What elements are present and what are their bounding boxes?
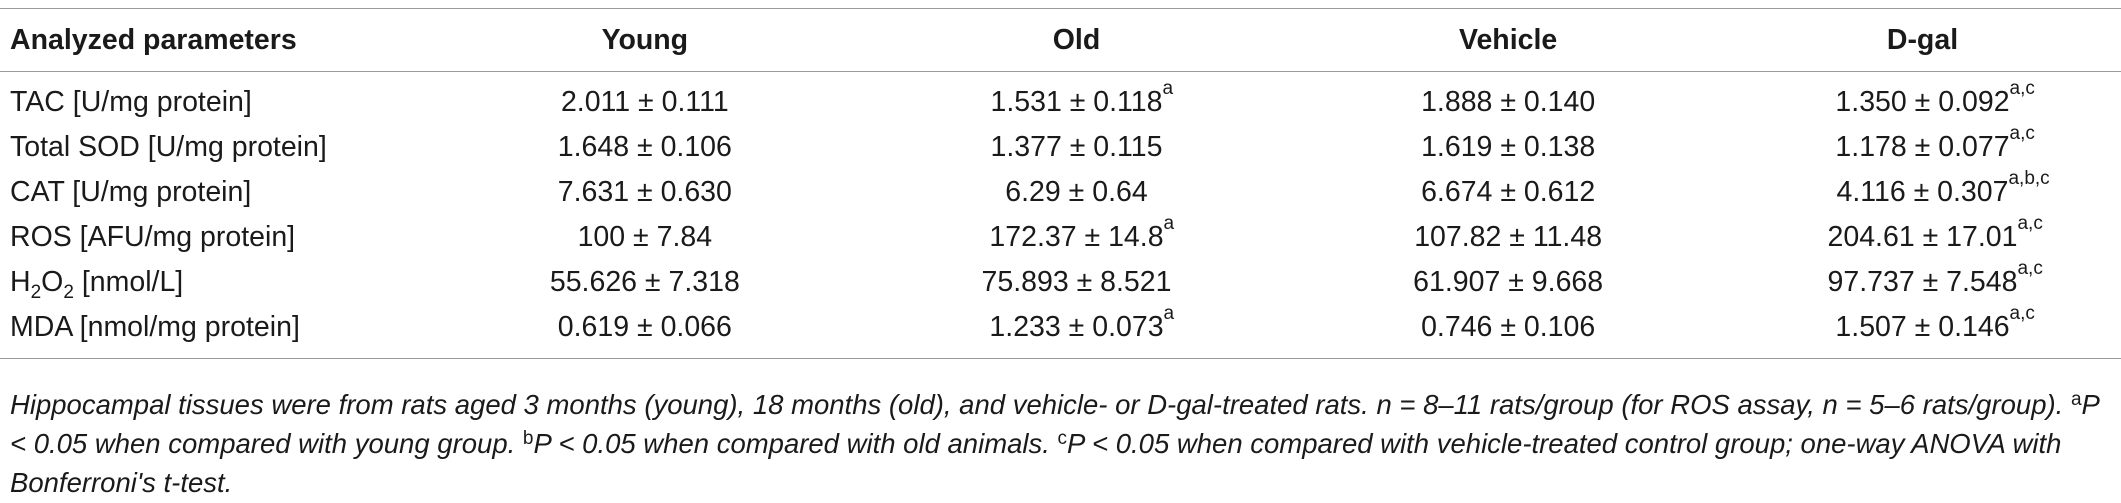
table-row: TAC [U/mg protein] 2.011 ± 0.111 1.531 ±… xyxy=(0,72,2121,126)
value-cell: 1.350 ± 0.092 a,c xyxy=(1835,78,2035,118)
value-cell: 4.116 ± 0.307 a,b,c xyxy=(1836,168,2050,208)
results-table: Analyzed parameters Young Old Vehicle D-… xyxy=(0,8,2121,359)
footnote-text-b: P < 0.05 when compared with old animals. xyxy=(533,428,1058,459)
value-cell: 1.648 ± 0.106 xyxy=(557,131,732,163)
param-label: TAC [U/mg protein] xyxy=(10,86,252,118)
param-label: ROS [AFU/mg protein] xyxy=(10,221,296,253)
header-old: Old xyxy=(860,8,1293,72)
value-cell: 1.377 ± 0.115 xyxy=(990,131,1163,163)
header-young: Young xyxy=(429,8,861,72)
value-cell: 1.507 ± 0.146 a,c xyxy=(1835,303,2035,343)
table-row: Total SOD [U/mg protein] 1.648 ± 0.106 1… xyxy=(0,123,2121,170)
value-cell: 6.674 ± 0.612 xyxy=(1421,176,1596,208)
value-cell: 1.619 ± 0.138 xyxy=(1421,131,1596,163)
value-cell: 61.907 ± 9.668 xyxy=(1413,266,1604,298)
value-cell: 2.011 ± 0.111 xyxy=(560,86,729,118)
value-cell: 100 ± 7.84 xyxy=(577,221,713,253)
footnote-text-a: P < 0.05 when compared with young group. xyxy=(10,389,2099,459)
param-label: Total SOD [U/mg protein] xyxy=(10,131,327,163)
value-cell: 172.37 ± 14.8 a xyxy=(989,213,1175,253)
value-cell: 1.178 ± 0.077 a,c xyxy=(1835,123,2035,163)
param-label: H2O2 [nmol/L] xyxy=(10,266,184,303)
value-cell: 107.82 ± 11.48 xyxy=(1414,221,1603,253)
table-row: CAT [U/mg protein] 7.631 ± 0.630 6.29 ± … xyxy=(0,168,2121,215)
header-d-gal: D-gal xyxy=(1723,8,2121,72)
param-label: MDA [nmol/mg protein] xyxy=(10,311,300,343)
value-cell: 97.737 ± 7.548 a,c xyxy=(1827,258,2043,298)
footnote-line-1: Hippocampal tissues were from rats aged … xyxy=(10,389,2064,420)
value-cell: 75.893 ± 8.521 xyxy=(981,266,1172,298)
value-cell: 1.531 ± 0.118 a xyxy=(990,78,1174,118)
table-footnote: Hippocampal tissues were from rats aged … xyxy=(10,387,2105,500)
value-cell: 204.61 ± 17.01 a,c xyxy=(1827,213,2043,253)
value-cell: 6.29 ± 0.64 xyxy=(1005,176,1148,208)
footnote-sup-a: a xyxy=(2070,389,2082,410)
footnote-text-c: P < 0.05 when compared with vehicle-trea… xyxy=(10,428,2062,498)
value-cell: 55.626 ± 7.318 xyxy=(549,266,740,298)
header-row: Analyzed parameters Young Old Vehicle D-… xyxy=(0,8,2121,72)
header-vehicle: Vehicle xyxy=(1292,8,1724,72)
value-cell: 0.619 ± 0.066 xyxy=(557,311,732,343)
value-cell: 1.233 ± 0.073 a xyxy=(989,303,1175,343)
table-row: ROS [AFU/mg protein] 100 ± 7.84 172.37 ±… xyxy=(0,213,2121,260)
footnote-sup-b: b xyxy=(522,428,534,449)
value-cell: 1.888 ± 0.140 xyxy=(1421,86,1596,118)
header-analyzed-parameters: Analyzed parameters xyxy=(0,8,429,72)
footnote-sup-c: c xyxy=(1057,428,1068,449)
table-row: MDA [nmol/mg protein] 0.619 ± 0.066 1.23… xyxy=(0,303,2121,359)
value-cell: 0.746 ± 0.106 xyxy=(1421,311,1596,343)
value-cell: 7.631 ± 0.630 xyxy=(557,176,732,208)
table-row: H2O2 [nmol/L] 55.626 ± 7.318 75.893 ± 8.… xyxy=(0,258,2121,305)
param-label: CAT [U/mg protein] xyxy=(10,176,252,208)
